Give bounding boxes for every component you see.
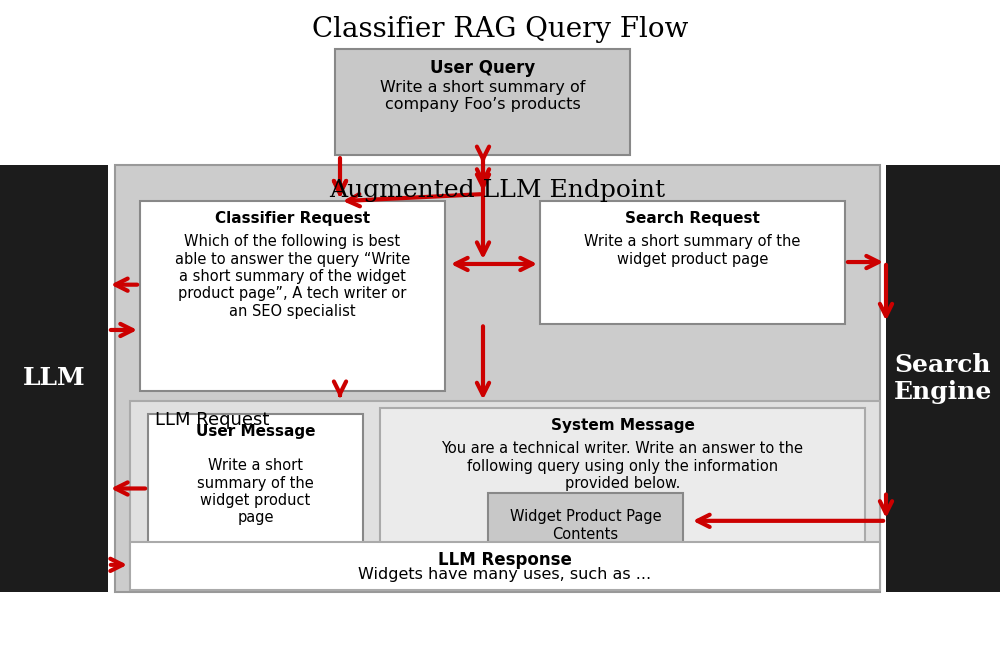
- Text: Which of the following is best
able to answer the query “Write
a short summary o: Which of the following is best able to a…: [175, 234, 410, 319]
- FancyBboxPatch shape: [335, 49, 630, 155]
- Text: Write a short
summary of the
widget product
page: Write a short summary of the widget prod…: [197, 458, 314, 525]
- Text: LLM Response: LLM Response: [438, 551, 572, 569]
- FancyBboxPatch shape: [380, 408, 865, 564]
- Text: Classifier Request: Classifier Request: [215, 211, 370, 226]
- Text: Classifier RAG Query Flow: Classifier RAG Query Flow: [312, 16, 688, 43]
- Text: User Query: User Query: [430, 59, 535, 77]
- FancyBboxPatch shape: [886, 165, 1000, 592]
- Text: LLM Request: LLM Request: [155, 411, 269, 430]
- FancyBboxPatch shape: [115, 165, 880, 592]
- Text: Write a short summary of
company Foo’s products: Write a short summary of company Foo’s p…: [380, 80, 585, 112]
- FancyBboxPatch shape: [130, 542, 880, 590]
- Text: Widget Product Page
Contents: Widget Product Page Contents: [510, 509, 661, 542]
- Text: System Message: System Message: [551, 418, 694, 433]
- Text: LLM: LLM: [23, 366, 85, 391]
- FancyBboxPatch shape: [540, 201, 845, 324]
- Text: Augmented LLM Endpoint: Augmented LLM Endpoint: [329, 179, 666, 203]
- FancyBboxPatch shape: [0, 165, 108, 592]
- FancyBboxPatch shape: [148, 414, 363, 563]
- Text: Write a short summary of the
widget product page: Write a short summary of the widget prod…: [584, 234, 801, 267]
- Text: Widgets have many uses, such as ...: Widgets have many uses, such as ...: [358, 567, 652, 582]
- FancyBboxPatch shape: [140, 201, 445, 391]
- Text: Search Request: Search Request: [625, 211, 760, 226]
- Text: Search
Engine: Search Engine: [894, 353, 992, 404]
- Text: User Message: User Message: [196, 424, 315, 439]
- FancyBboxPatch shape: [488, 493, 683, 558]
- Text: You are a technical writer. Write an answer to the
following query using only th: You are a technical writer. Write an ans…: [442, 441, 804, 491]
- FancyBboxPatch shape: [130, 401, 880, 573]
